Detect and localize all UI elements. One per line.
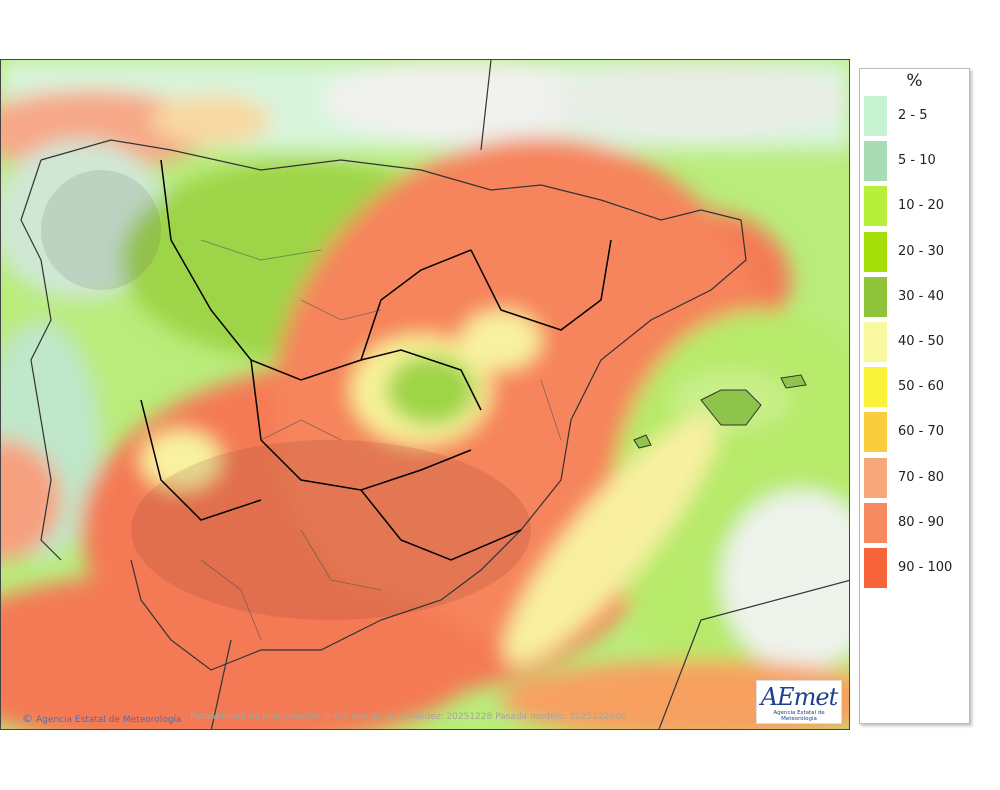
relief-shading — [41, 170, 531, 620]
legend-label: 5 - 10 — [898, 153, 936, 169]
legend-item: 40 - 50 — [864, 322, 968, 362]
copyright-icon: © — [22, 712, 33, 725]
legend-swatch — [864, 322, 887, 362]
legend-item: 30 - 40 — [864, 276, 968, 317]
balearic-islands — [633, 374, 807, 449]
probability-bands — [1, 60, 849, 729]
legend-label: 50 - 60 — [898, 379, 945, 395]
legend-item: 2 - 5 — [864, 96, 968, 136]
credit-label: Agencia Estatal de Meteorología — [36, 715, 182, 725]
region-borders — [140, 159, 612, 561]
legend-label: 30 - 40 — [898, 288, 945, 304]
map-caption: Probabilidad de precipitación > 0.5 mm e… — [190, 712, 627, 722]
legend-swatch — [864, 186, 887, 227]
legend-item: 80 - 90 — [864, 502, 968, 543]
province-borders — [200, 239, 562, 641]
probability-map — [0, 59, 850, 730]
coastlines — [20, 60, 849, 729]
legend-label: 20 - 30 — [898, 243, 945, 259]
credit-text: © Agencia Estatal de Meteorología — [22, 712, 182, 725]
legend-swatch — [864, 276, 887, 317]
legend-swatch — [864, 141, 887, 182]
precipitation-probability-field — [1, 60, 849, 729]
logo-subtitle: Agencia Estatal de Meteorología — [773, 710, 825, 722]
aemet-logo: AEmet Agencia Estatal de Meteorología — [756, 680, 842, 724]
legend-swatch — [864, 457, 887, 498]
legend-swatch — [864, 231, 887, 272]
legend-label: 70 - 80 — [898, 469, 945, 485]
legend-item: 10 - 20 — [864, 186, 968, 227]
legend-swatch — [864, 367, 887, 408]
legend: % 2 - 5 5 - 10 10 - 20 20 - 30 30 - 40 40 - 5… — [859, 68, 970, 724]
legend-item: 90 - 100 — [864, 548, 968, 588]
legend-label: 80 - 90 — [898, 514, 945, 530]
legend-item: 20 - 30 — [864, 231, 968, 272]
legend-label: 90 - 100 — [898, 560, 953, 575]
legend-swatch — [864, 96, 887, 136]
legend-label: 10 - 20 — [898, 198, 945, 214]
legend-item: 5 - 10 — [864, 141, 968, 182]
legend-item: 50 - 60 — [864, 367, 968, 408]
legend-item: 60 - 70 — [864, 412, 968, 453]
legend-swatch — [864, 412, 887, 453]
legend-swatch — [864, 502, 887, 543]
legend-unit: % — [906, 71, 923, 91]
logo-wordmark: AEmet — [760, 683, 838, 711]
legend-label: 60 - 70 — [898, 424, 945, 440]
legend-swatch — [864, 548, 887, 588]
legend-item: 70 - 80 — [864, 457, 968, 498]
legend-label: 40 - 50 — [898, 334, 945, 349]
legend-label: 2 - 5 — [898, 108, 928, 123]
